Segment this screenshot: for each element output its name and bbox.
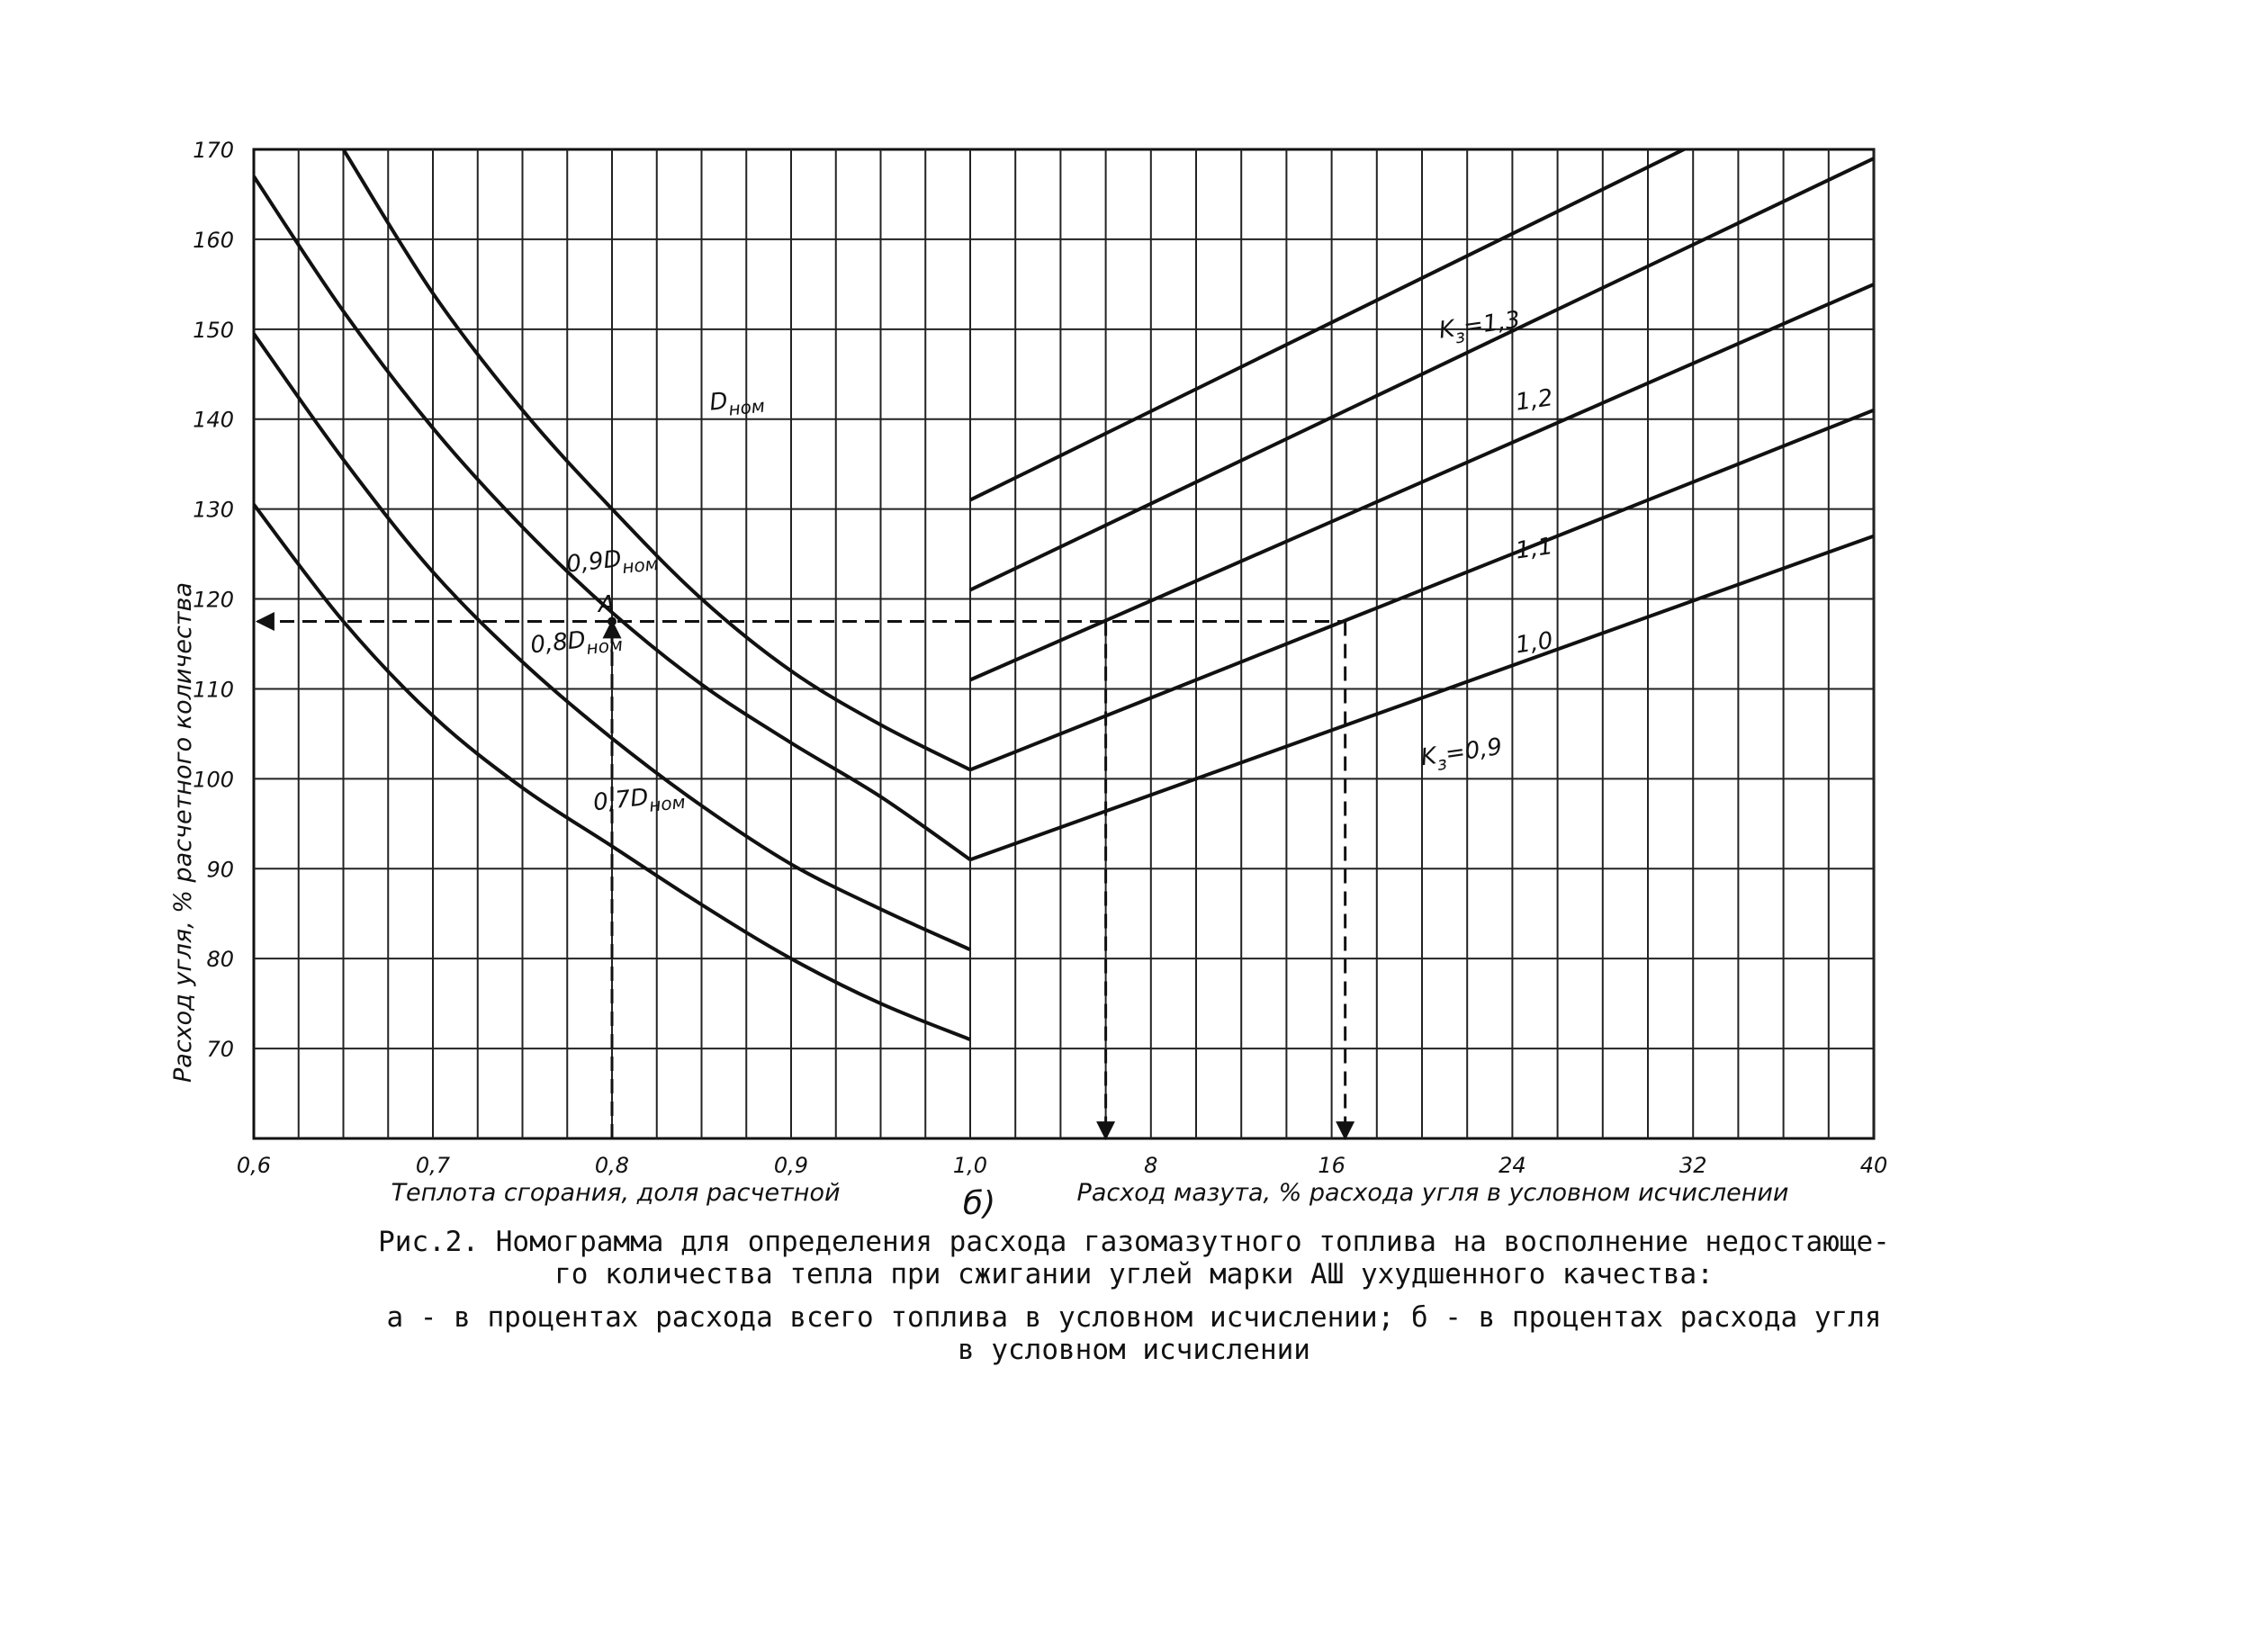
left-x-tick-label: 1,0 (953, 1153, 987, 1178)
left-x-tick-label: 0,6 (237, 1153, 271, 1178)
left-curve-0 (341, 149, 971, 772)
y-tick-label: 140 (193, 408, 234, 433)
tick-labels: 70 80 90 100 110 120 130 140 150 160 170 0,6 0,7 0,8 0… (193, 138, 1887, 1178)
y-tick-label: 150 (193, 318, 234, 343)
right-x-axis-title: Расход мазута, % расхода угля в условном… (1077, 1179, 1789, 1207)
right-line-2 (969, 283, 1874, 682)
right-x-tick-label: 24 (1498, 1153, 1526, 1178)
left-x-axis-title: Теплота сгорания, доля расчетной (391, 1179, 840, 1207)
right-line-label-1: 1,2 (1514, 384, 1554, 416)
panel-label: б) (963, 1185, 995, 1222)
curves (254, 149, 1874, 1041)
y-tick-label: 70 (206, 1037, 234, 1062)
right-line-label-0: Kз=1,3 (1437, 306, 1523, 349)
y-tick-label: 100 (193, 767, 234, 792)
curve-labels: Dном 0,9Dном 0,8Dном 0,7Dном Kз=1,3 1,2 1,1 1,0… (529, 306, 1554, 822)
left-x-tick-label: 0,9 (774, 1153, 808, 1178)
left-curve-3 (254, 503, 971, 1041)
y-tick-label: 110 (193, 677, 234, 702)
right-line-3 (969, 408, 1874, 772)
plot-grid (252, 148, 1876, 1140)
point-a-label: A (597, 591, 615, 618)
right-line-1 (969, 157, 1874, 592)
y-tick-label: 130 (193, 498, 234, 523)
right-line-0 (969, 149, 1688, 502)
plot-frame (252, 148, 1876, 1140)
caption-line-2: го количества тепла при сжигании углей м… (554, 1258, 1714, 1291)
right-x-tick-label: 8 (1144, 1153, 1157, 1178)
caption-line-4: в условном исчислении (958, 1334, 1310, 1366)
y-tick-label: 120 (193, 588, 234, 613)
caption-line-3: а - в процентах расхода всего топлива в … (386, 1301, 1882, 1334)
right-x-tick-label: 16 (1318, 1153, 1346, 1178)
right-line-label-4: Kз=0,9 (1419, 733, 1505, 777)
example-guide-lines (255, 612, 1355, 1141)
right-x-tick-label: 32 (1679, 1153, 1707, 1178)
y-tick-label: 90 (206, 857, 234, 882)
right-line-4 (969, 534, 1874, 862)
left-curve-label-2: 0,8Dном (529, 623, 624, 664)
right-line-label-2: 1,1 (1514, 533, 1554, 564)
y-tick-label: 160 (193, 228, 234, 253)
point-a-marker (608, 616, 616, 626)
left-curve-1 (254, 175, 972, 861)
left-curve-label-1: 0,9Dном (565, 542, 660, 583)
left-x-tick-label: 0,7 (416, 1153, 451, 1178)
left-curve-2 (254, 332, 971, 952)
y-axis-title: Расход угля, % расчетного количества (169, 582, 197, 1083)
right-x-tick-label: 40 (1860, 1153, 1888, 1178)
right-line-label-3: 1,0 (1514, 627, 1554, 659)
left-curve-label-3: 0,7Dном (592, 780, 687, 822)
y-tick-label: 170 (193, 138, 234, 163)
left-x-tick-label: 0,8 (595, 1153, 629, 1178)
caption-line-1: Рис.2. Номограмма для определения расход… (378, 1226, 1890, 1258)
y-tick-label: 80 (206, 947, 234, 972)
left-curve-label-0: Dном (708, 384, 766, 422)
